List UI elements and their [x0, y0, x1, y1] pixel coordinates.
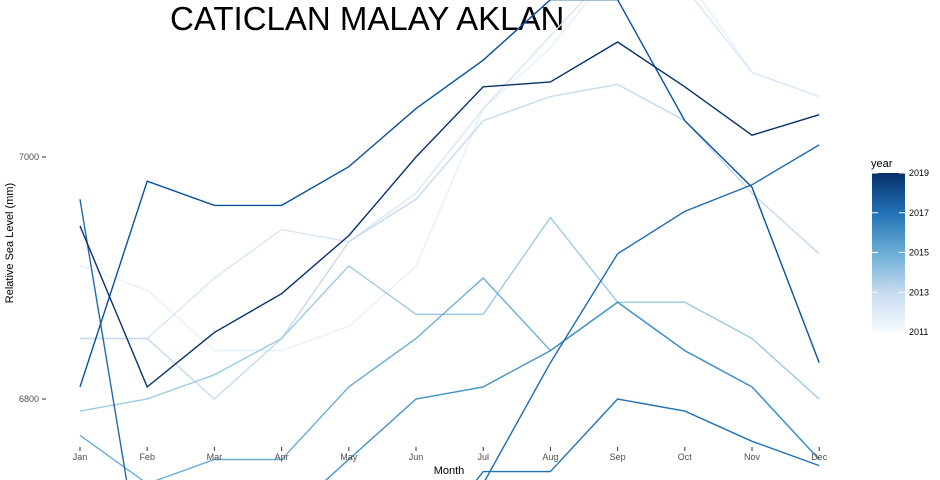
x-tick-label: Mar [207, 452, 223, 462]
x-tick-label: Oct [678, 452, 693, 462]
y-tick-label: 7000 [19, 152, 39, 162]
legend-tick-label: 2015 [909, 248, 929, 258]
legend-tick-label: 2019 [909, 168, 929, 178]
legend-tick-label: 2017 [909, 208, 929, 218]
x-tick-label: Jul [477, 452, 489, 462]
series-line-2015-4 [79, 277, 820, 480]
x-tick-label: Apr [275, 452, 289, 462]
plot-area [79, 0, 820, 480]
series-line-2016-5 [324, 301, 820, 480]
legend-tick-label: 2011 [909, 327, 928, 337]
x-tick-label: Dec [811, 452, 828, 462]
x-tick-label: May [340, 452, 358, 462]
series-line-2013-2 [80, 83, 820, 400]
series-line-2017-6 [475, 398, 820, 480]
series-line-2012-1 [80, 0, 820, 340]
x-tick-label: Aug [542, 452, 558, 462]
series-line-2011-0 [79, 0, 820, 352]
chart-title: CATICLAN MALAY AKLAN [170, 0, 564, 37]
x-axis-title: Month [434, 465, 465, 477]
x-tick-label: Feb [139, 452, 155, 462]
y-axis-title: Relative Sea Level (mm) [4, 183, 16, 303]
legend: year 2019 2017 2015 2013 2011 [871, 158, 929, 337]
y-tick-label: 6800 [19, 394, 39, 404]
legend-title: year [871, 158, 893, 170]
x-tick-label: Sep [610, 452, 626, 462]
x-tick-label: Jan [73, 452, 88, 462]
series-line-2018-8 [79, 0, 820, 388]
legend-ticks: 2019 2017 2015 2013 2011 [872, 168, 929, 337]
series-line-2014-3 [79, 216, 820, 412]
y-axis: 660068007000 [19, 152, 46, 404]
legend-tick-label: 2013 [909, 287, 929, 297]
series-line-2017-7 [79, 144, 820, 480]
x-tick-label: Jun [409, 452, 424, 462]
x-axis: Jan Feb Mar Apr May Jun Jul Aug Sep Oct Nov Dec [73, 447, 828, 462]
series-line-2019-9 [79, 41, 820, 389]
x-tick-label: Nov [744, 452, 761, 462]
